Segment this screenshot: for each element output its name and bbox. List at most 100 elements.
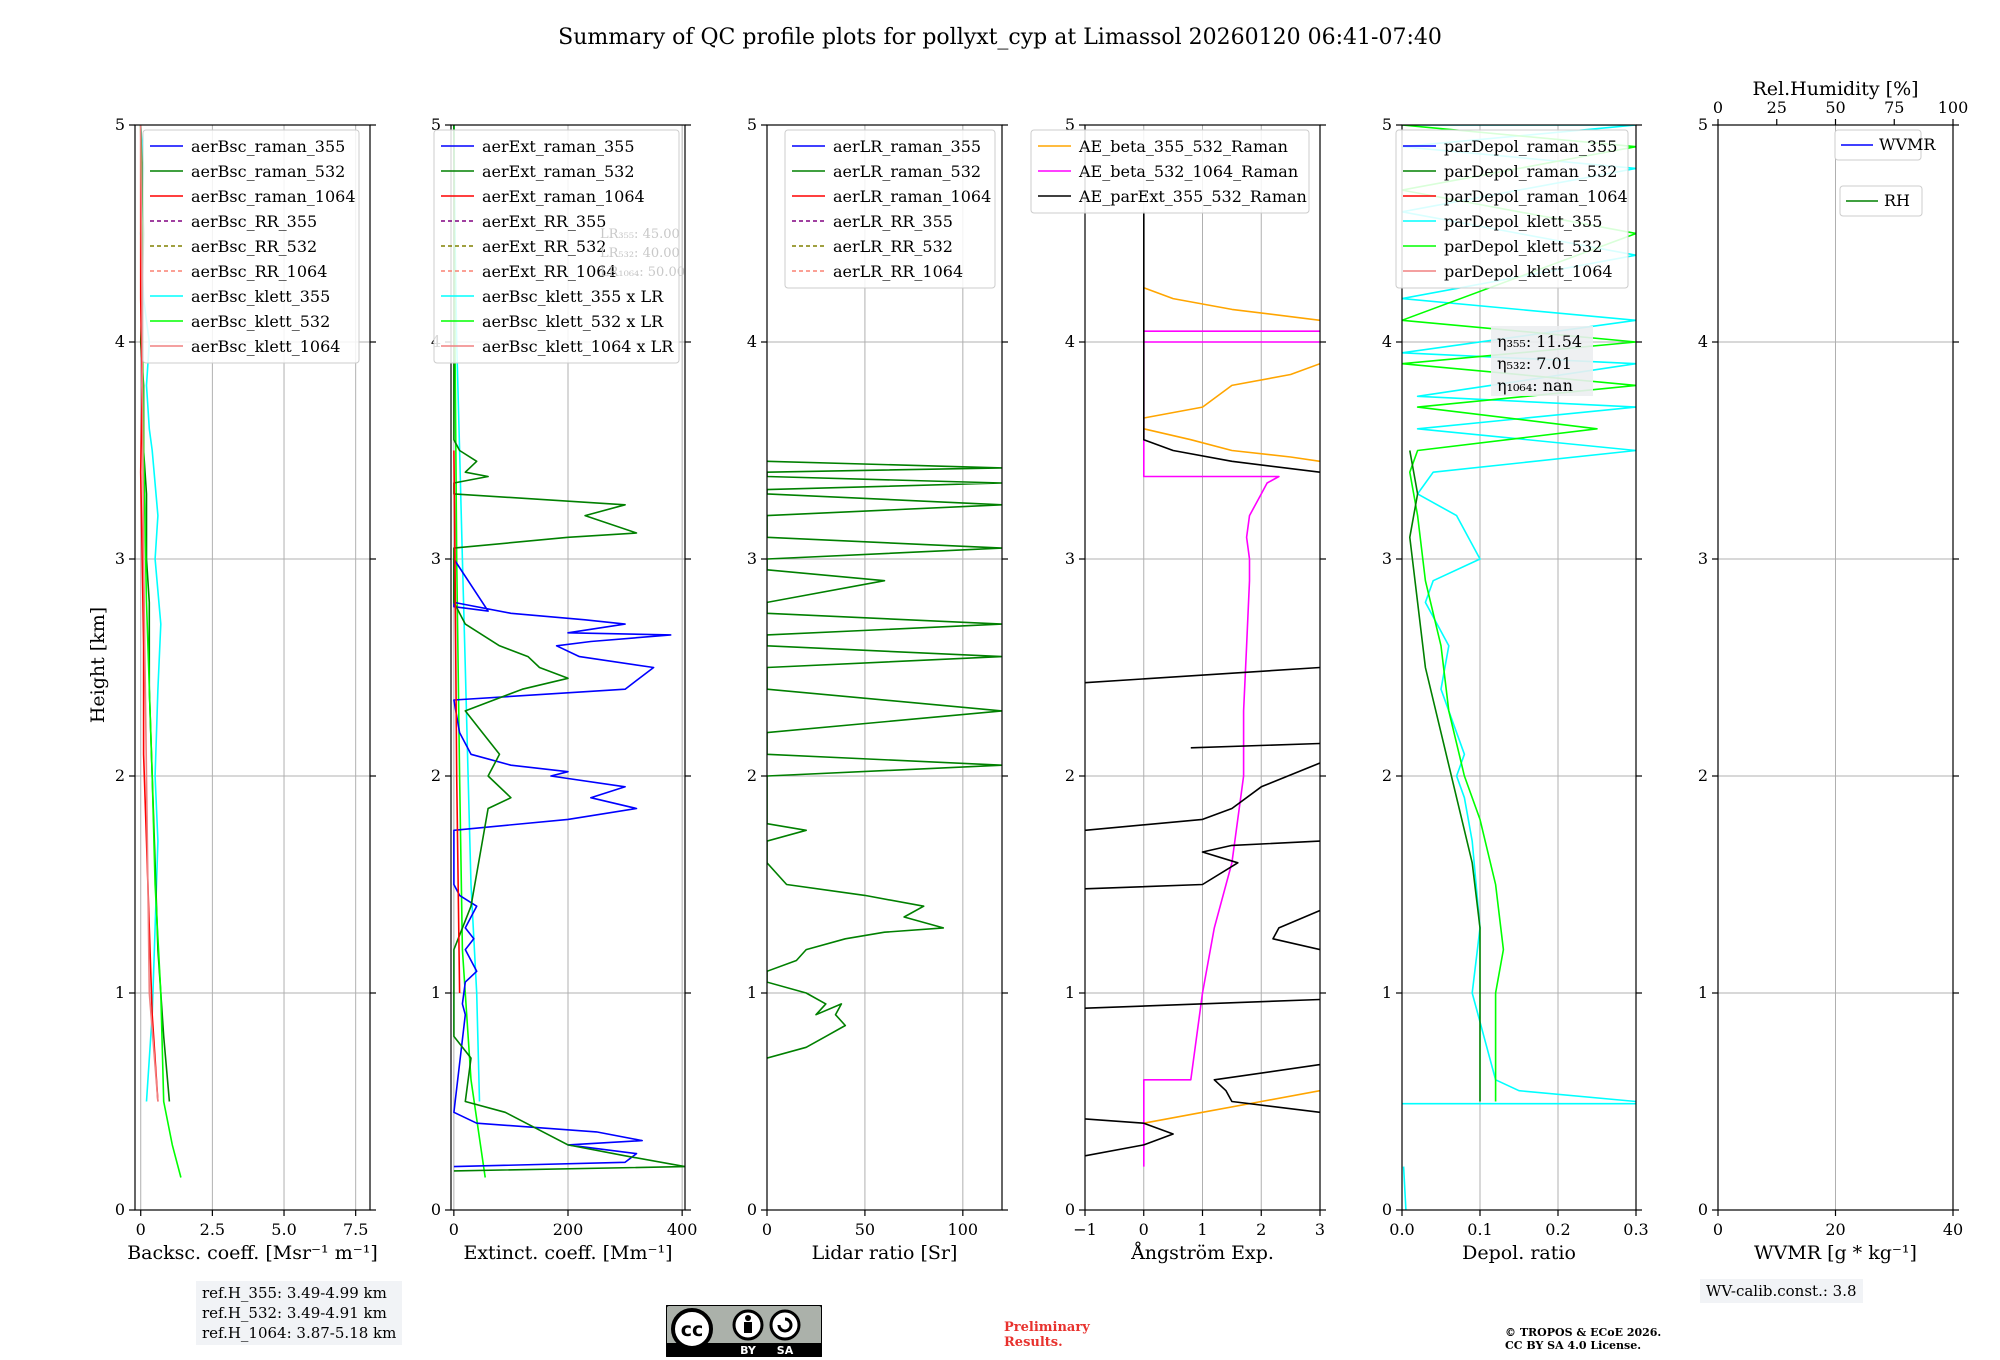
ytick-label-lr-3: 3: [747, 549, 757, 568]
series-ae-2: [1143, 428, 1320, 463]
panel-wv: 0 20 40 0 1 2 3 4 5 WVMR [g * kg⁻¹] 0 25 50 75 100 Rel.…: [1698, 78, 1968, 1264]
legend-label-wv-0: WVMR: [1879, 135, 1936, 154]
legend-label-bsc-3: aerBsc_RR_355: [191, 212, 317, 231]
ytick-label-bsc-2: 2: [115, 766, 125, 785]
preliminary-line-1: Preliminary: [1004, 1320, 1090, 1335]
ytick-label-ext-3: 3: [431, 549, 441, 568]
legend-label-bsc-2: aerBsc_raman_1064: [191, 187, 356, 206]
ytick-label-ae-4: 4: [1065, 332, 1075, 351]
ytick-label-depol-5: 5: [1382, 115, 1392, 134]
ytick-label-depol-3: 3: [1382, 549, 1392, 568]
ref-height-532: ref.H_532: 3.49-4.91 km: [202, 1304, 387, 1322]
lr-text-0: LR₃₅₅: 45.00: [600, 227, 680, 242]
figure-title: Summary of QC profile plots for pollyxt_…: [558, 25, 1442, 50]
ytick-label-bsc-1: 1: [115, 983, 125, 1002]
xtick-label-bsc-3: 7.5: [343, 1220, 368, 1239]
ytick-label-bsc-5: 5: [115, 115, 125, 134]
axes-frame-depol: [1401, 124, 1637, 1211]
ytick-label-bsc-0: 0: [115, 1200, 125, 1219]
xtick-label-depol-3: 0.3: [1623, 1220, 1648, 1239]
top-tick-label-wv-1: 25: [1767, 98, 1787, 117]
legend-box-wv-1: [1839, 185, 1923, 217]
ytick-label-ext-5: 5: [431, 115, 441, 134]
panel-bsc: 0 2.5 5.0 7.5 0 1 2 3 4 5 Backsc. coeff. [Msr⁻¹ m⁻…: [115, 115, 378, 1264]
legend-label-ext-2: aerExt_raman_1064: [482, 187, 645, 206]
legend-label-depol-2: parDepol_raman_1064: [1444, 187, 1628, 206]
legend-label-bsc-0: aerBsc_raman_355: [191, 137, 345, 156]
legend-box-ext: [433, 129, 680, 364]
series-depol-4: [1409, 450, 1481, 1102]
ytick-label-lr-5: 5: [747, 115, 757, 134]
series-ae-4: [1143, 330, 1320, 1167]
series-depol-2: [1402, 1166, 1407, 1210]
legend-label-lr-4: aerLR_RR_532: [833, 237, 953, 256]
ytick-label-ext-1: 1: [431, 983, 441, 1002]
series-ae-6: [1143, 211, 1320, 473]
legend-label-ext-6: aerBsc_klett_355 x LR: [482, 287, 664, 306]
xlabel-wv: WVMR [g * kg⁻¹]: [1754, 1242, 1917, 1264]
legend-label-lr-3: aerLR_RR_355: [833, 212, 953, 231]
xtick-label-ae-3: 2: [1256, 1220, 1266, 1239]
xlabel-ext: Extinct. coeff. [Mm⁻¹]: [463, 1242, 672, 1264]
xtick-label-depol-2: 0.2: [1545, 1220, 1570, 1239]
legend-label-ae-1: AE_beta_532_1064_Raman: [1078, 162, 1298, 181]
preliminary-line-2: Results.: [1004, 1335, 1063, 1350]
y-axis-label: Height [km]: [87, 607, 109, 723]
ref-height-355: ref.H_355: 3.49-4.99 km: [202, 1284, 387, 1302]
ytick-label-lr-0: 0: [747, 1200, 757, 1219]
xtick-label-ae-1: 0: [1139, 1220, 1149, 1239]
legend-label-lr-2: aerLR_raman_1064: [833, 187, 991, 206]
xtick-label-wv-1: 20: [1825, 1220, 1845, 1239]
eta-text-0: η₃₅₅: 11.54: [1497, 332, 1582, 351]
xtick-label-lr-1: 50: [855, 1220, 875, 1239]
xtick-label-ae-2: 1: [1197, 1220, 1207, 1239]
legend-box-lr: [784, 129, 996, 289]
series-ext-2: [453, 558, 672, 1168]
cc-sa-label: SA: [777, 1344, 794, 1357]
legend-box-ae: [1030, 129, 1310, 214]
series-ae-1: [1143, 287, 1320, 322]
legend-label-bsc-7: aerBsc_klett_532: [191, 312, 330, 331]
xtick-label-wv-2: 40: [1943, 1220, 1963, 1239]
legend-label-wv-1: RH: [1884, 191, 1910, 210]
top-tick-label-wv-2: 50: [1825, 98, 1845, 117]
axes-frame-bsc: [134, 124, 371, 1211]
wv-calib-text: WV-calib.const.: 3.8: [1706, 1282, 1857, 1300]
eta-text-2: η₁₀₆₄: nan: [1497, 376, 1573, 395]
ytick-label-wv-0: 0: [1698, 1200, 1708, 1219]
eta-box: [1491, 326, 1593, 396]
series-ae-11: [1085, 840, 1320, 890]
ytick-label-ae-1: 1: [1065, 983, 1075, 1002]
xtick-label-depol-0: 0.0: [1389, 1220, 1414, 1239]
legend-label-ext-4: aerExt_RR_532: [482, 237, 606, 256]
xtick-label-bsc-1: 2.5: [200, 1220, 225, 1239]
ytick-label-depol-4: 4: [1382, 332, 1392, 351]
xtick-label-depol-1: 0.1: [1467, 1220, 1492, 1239]
top-tick-label-wv-3: 75: [1884, 98, 1904, 117]
xtick-label-ae-4: 3: [1315, 1220, 1325, 1239]
series-ae-8: [1213, 1063, 1320, 1114]
xtick-label-lr-0: 0: [762, 1220, 772, 1239]
legend-box-depol: [1395, 129, 1629, 289]
legend-label-lr-1: aerLR_raman_532: [833, 162, 981, 181]
legend-label-depol-4: parDepol_klett_532: [1444, 237, 1602, 256]
legend-label-ext-0: aerExt_raman_355: [482, 137, 635, 156]
panel-ext: 0200400012345Extinct. coeff. [Mm⁻¹]aerEx…: [431, 115, 698, 1264]
series-ext-4: [453, 450, 461, 994]
legend-label-bsc-5: aerBsc_RR_1064: [191, 262, 327, 281]
ytick-label-wv-2: 2: [1698, 766, 1708, 785]
series-ae-12: [1085, 762, 1320, 832]
series-group-lr: [767, 460, 1002, 1059]
preliminary-note: Preliminary Results.: [1004, 1320, 1090, 1350]
series-ae-9: [1085, 998, 1320, 1009]
eta-text-1: η₅₃₂: 7.01: [1497, 354, 1572, 373]
xtick-label-ext-0: 0: [449, 1220, 459, 1239]
ytick-label-ext-0: 0: [431, 1200, 441, 1219]
ytick-label-ext-2: 2: [431, 766, 441, 785]
legend-label-depol-5: parDepol_klett_1064: [1444, 262, 1613, 281]
series-ae-13: [1190, 742, 1320, 749]
ytick-label-depol-0: 0: [1382, 1200, 1392, 1219]
ref-height-1064: ref.H_1064: 3.87-5.18 km: [202, 1324, 397, 1342]
legend-label-ext-5: aerExt_RR_1064: [482, 262, 617, 281]
